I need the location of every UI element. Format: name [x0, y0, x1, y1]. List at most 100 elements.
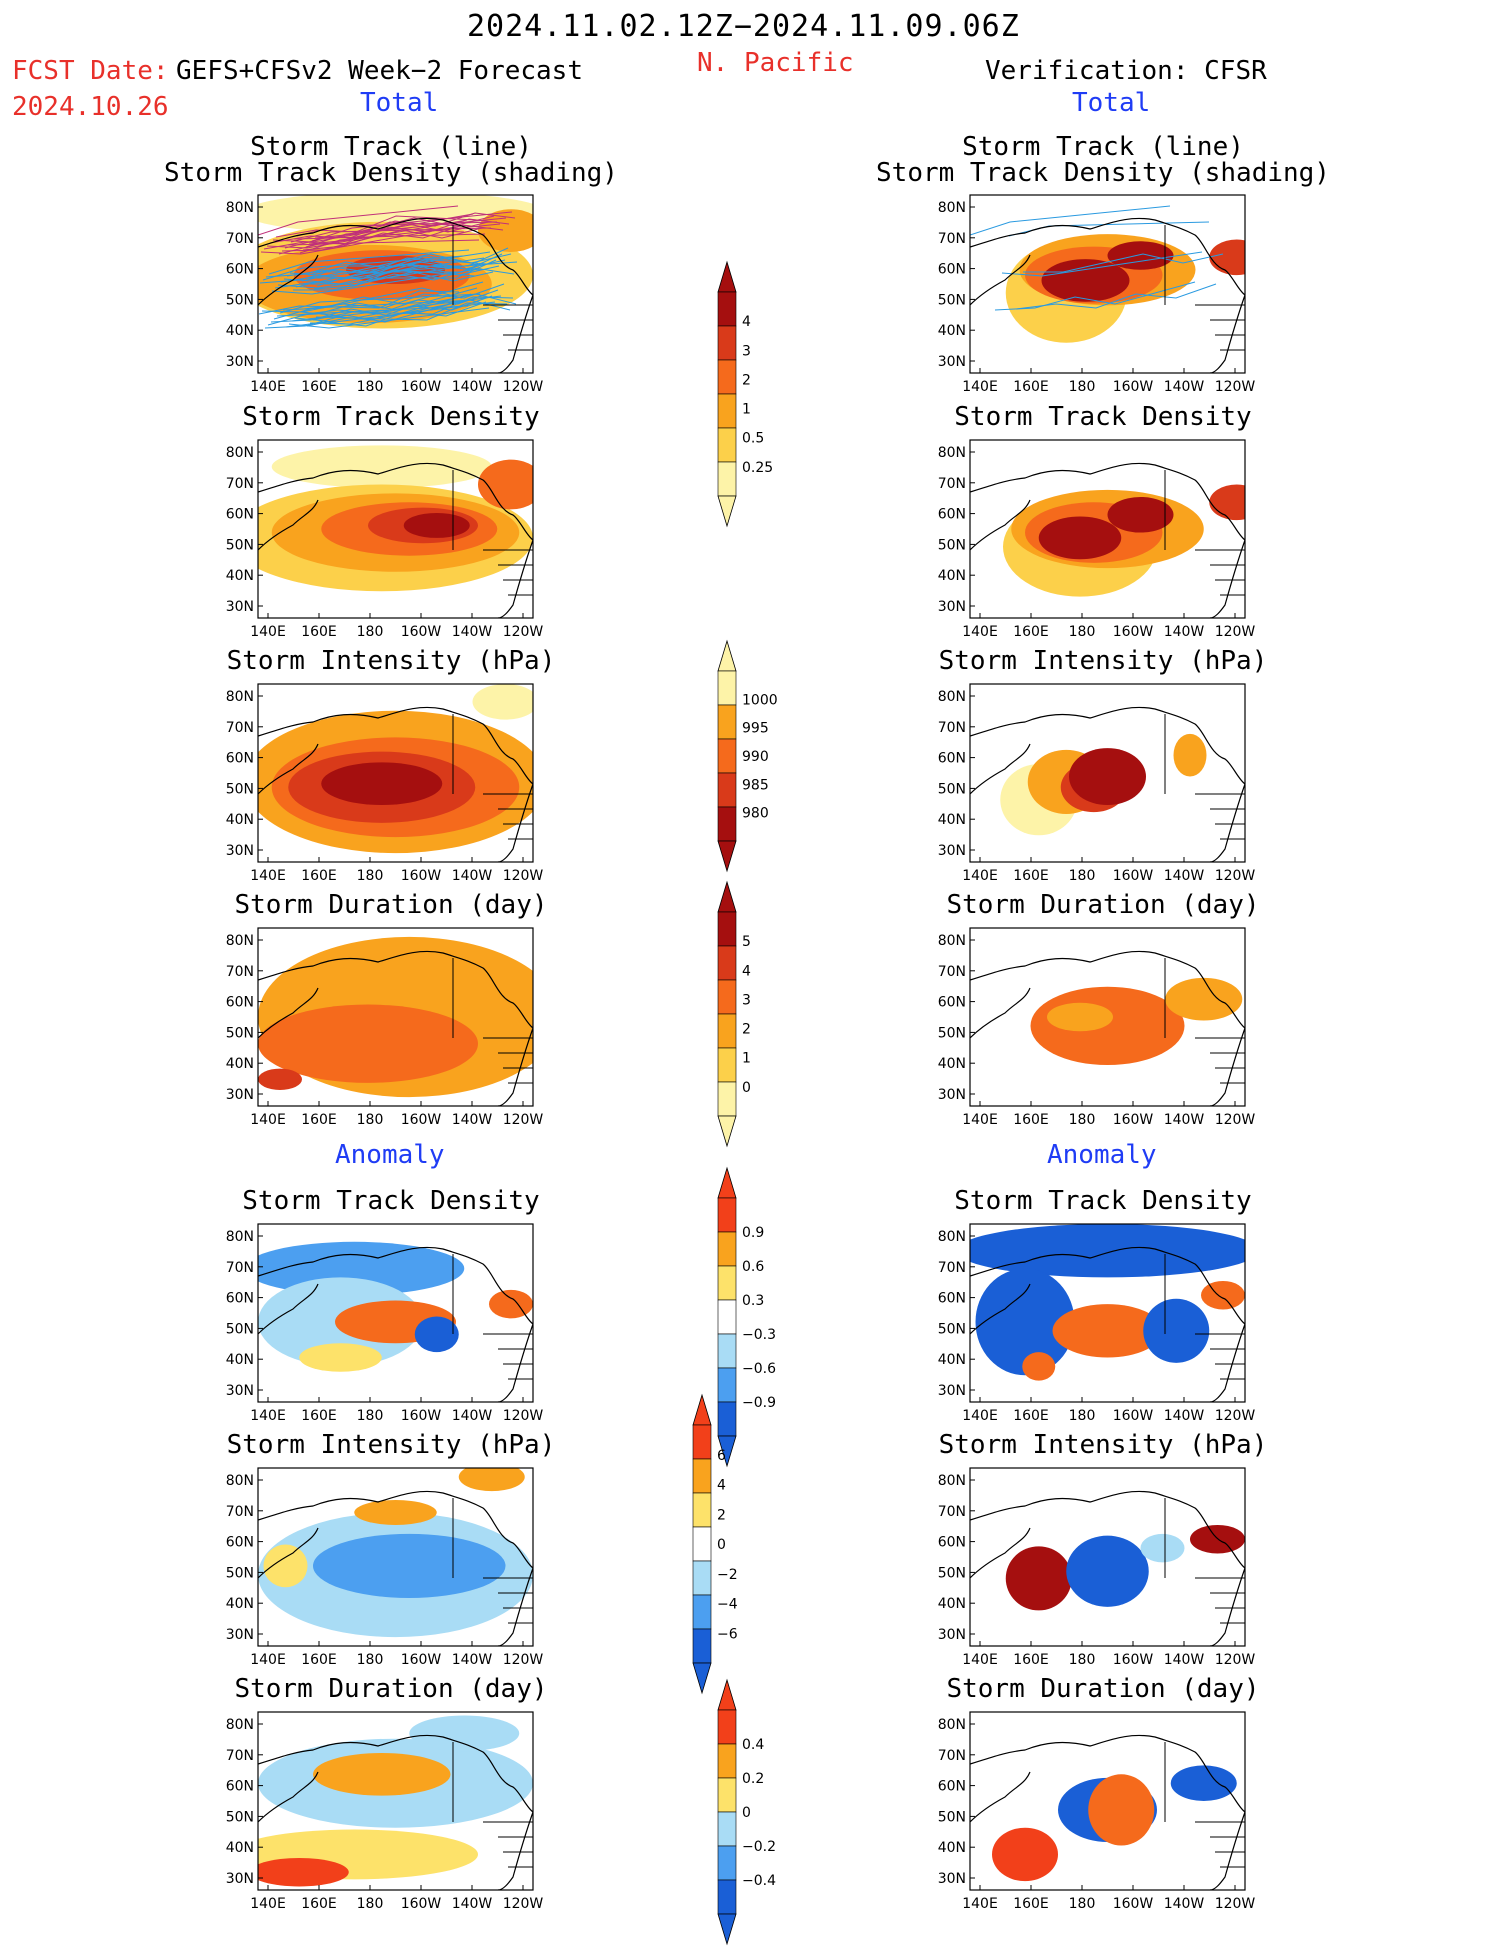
colorbar-label: −0.3	[742, 1327, 776, 1343]
shading-region	[970, 1224, 1245, 1278]
lon-tick-label: 160W	[401, 1408, 442, 1424]
colorbar-arrow-bottom	[717, 840, 737, 873]
colorbar-label: 2	[742, 372, 751, 388]
lat-tick-label: 60N	[226, 1535, 254, 1551]
lon-tick-label: 120W	[503, 1896, 544, 1912]
region-label: N. Pacific	[697, 48, 854, 78]
colorbar-segment	[717, 738, 737, 774]
colorbar-duration-anomaly: 0.4 0.2 0 −0.2 −0.4	[717, 1678, 808, 1948]
lat-tick-label: 40N	[938, 1056, 966, 1072]
colorbar-label: −0.2	[742, 1839, 776, 1855]
shading-region	[409, 1715, 520, 1752]
lon-tick-label: 160E	[1013, 1112, 1049, 1128]
lat-tick-label: 80N	[226, 1229, 254, 1245]
state-borders	[1195, 549, 1245, 596]
shading-region	[258, 1004, 478, 1083]
lat-tick-label: 50N	[938, 537, 966, 553]
colorbar-arrow-top	[717, 260, 737, 293]
colorbar-label: −0.9	[742, 1395, 776, 1411]
shading-region	[1170, 1765, 1237, 1801]
colorbar-label: 0.3	[742, 1293, 764, 1309]
lon-tick-label: 120W	[503, 1112, 544, 1128]
lat-tick-label: 50N	[226, 1809, 254, 1825]
title-right-track-shading: Storm Track Density (shading)	[876, 158, 1330, 188]
lon-tick-label: 120W	[1215, 1408, 1256, 1424]
colorbar-arrow-bottom	[692, 1662, 712, 1695]
lat-tick-label: 40N	[226, 1352, 254, 1368]
colorbar-intensity-anomaly: 6 4 2 0 −2 −4 −6	[692, 1393, 783, 1697]
colorbar-density-anomaly: 0.9 0.6 0.3 −0.3 −0.6 −0.9	[717, 1166, 808, 1470]
storm-track-line	[305, 217, 507, 248]
lat-tick-label: 30N	[226, 1087, 254, 1103]
storm-track-line	[970, 205, 1171, 236]
colorbar-label: −0.6	[742, 1361, 776, 1377]
lat-tick-label: 70N	[226, 720, 254, 736]
lon-tick-label: 160E	[301, 624, 337, 640]
map-verification-density: 80N 70N 60N 50N 40N 30N 140E 160E 180 160W 140W 120…	[932, 439, 1256, 654]
map-verification-intensity: 80N 70N 60N 50N 40N 30N 140E 160E 180 160W 140W 120…	[932, 683, 1255, 898]
title-left-density: Storm Track Density	[242, 402, 540, 432]
title-right-intensity: Storm Intensity (hPa)	[938, 646, 1268, 676]
colorbar-segment	[717, 1047, 737, 1083]
lon-tick-label: 140W	[452, 624, 493, 640]
lat-tick-label: 70N	[938, 1260, 966, 1276]
lat-tick-label: 70N	[226, 1504, 254, 1520]
lon-tick-label: 120W	[1215, 624, 1256, 640]
colorbar-label: −2	[717, 1567, 738, 1583]
lat-tick-label: 70N	[938, 1504, 966, 1520]
shading-region	[1201, 1280, 1245, 1310]
shading-region	[478, 459, 533, 510]
storm-track-line	[284, 233, 486, 249]
colorbar-label: 1	[742, 402, 751, 418]
state-borders	[483, 1333, 533, 1380]
lat-tick-label: 50N	[938, 1565, 966, 1581]
shading-region	[1038, 516, 1122, 560]
lon-tick-label: 160W	[401, 1896, 442, 1912]
lon-tick-label: 140W	[452, 1652, 493, 1668]
lon-tick-label: 140W	[1164, 1896, 1205, 1912]
storm-track-line	[273, 299, 475, 320]
colorbar-segment	[717, 325, 737, 361]
colorbar-segment	[692, 1526, 712, 1562]
shading-region	[321, 762, 443, 806]
colorbar-segment	[717, 1333, 737, 1369]
shading-region	[263, 1544, 308, 1588]
lon-tick-label: 160E	[301, 868, 337, 884]
lon-tick-label: 160W	[1113, 1652, 1154, 1668]
lat-tick-label: 30N	[226, 1627, 254, 1643]
lon-tick-label: 160E	[1013, 624, 1049, 640]
lat-tick-label: 70N	[938, 1748, 966, 1764]
shading-region	[258, 1857, 349, 1887]
storm-track-line	[311, 211, 513, 242]
map-forecast-intensity: 80N 70N 60N 50N 40N 30N 140E 160E 180 160W 140W 120…	[220, 683, 543, 898]
colorbar-segment	[717, 945, 737, 981]
period-title: 2024.11.02.12Z−2024.11.09.06Z	[467, 9, 1020, 44]
colorbar-label: 0.6	[742, 1259, 764, 1275]
lon-tick-label: 160E	[301, 1408, 337, 1424]
colorbar-label: −6	[717, 1626, 738, 1642]
lon-tick-label: 180	[1069, 868, 1096, 884]
title-left-anom-duration: Storm Duration (day)	[234, 1674, 548, 1704]
lat-tick-label: 30N	[938, 1087, 966, 1103]
lat-tick-label: 30N	[226, 843, 254, 859]
colorbar-label: 1	[742, 1051, 751, 1067]
colorbar-arrow-bottom	[717, 1115, 737, 1148]
colorbar-segment	[692, 1628, 712, 1664]
shading-region	[271, 445, 492, 489]
shading-region	[1107, 496, 1174, 533]
colorbar-segment	[692, 1560, 712, 1596]
lat-tick-label: 80N	[938, 689, 966, 705]
colorbar-segment	[692, 1492, 712, 1528]
lon-tick-label: 160W	[1113, 868, 1154, 884]
state-borders	[1195, 1821, 1245, 1868]
title-right-duration: Storm Duration (day)	[946, 890, 1260, 920]
lon-tick-label: 160W	[1113, 624, 1154, 640]
storm-track-line	[271, 269, 473, 295]
lon-tick-label: 140E	[962, 1112, 998, 1128]
lon-tick-label: 140E	[962, 868, 998, 884]
shading-region	[975, 1268, 1075, 1376]
map-frame	[257, 1467, 534, 1647]
map-frame	[969, 683, 1246, 863]
shading-region	[354, 1500, 437, 1525]
lat-tick-label: 80N	[938, 1229, 966, 1245]
